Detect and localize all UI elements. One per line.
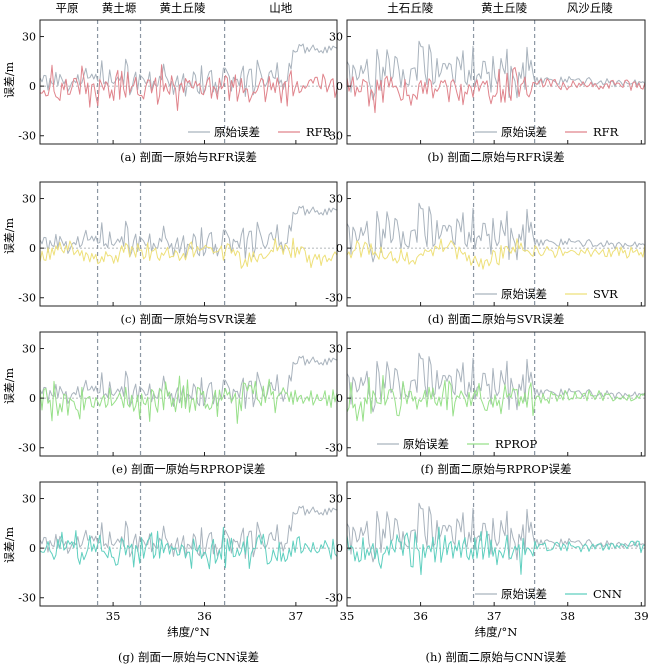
subplot-caption: (a) 剖面一原始与RFR误差 — [120, 150, 257, 164]
x-tick-label: 39 — [634, 609, 649, 623]
y-tick-label: -30 — [325, 292, 343, 305]
chart-panel-e: -30 0 30 (e) 剖面一原始与RPROP误差 — [18, 331, 338, 476]
series-line-original — [346, 502, 646, 563]
chart-panel-g: -30 0 30 35 36 37 纬度/°N (g) 剖面一原始与CNN误差 — [18, 481, 338, 664]
plot-frame — [39, 181, 338, 307]
plot-frame — [346, 181, 646, 307]
y-tick-label: 0 — [29, 542, 36, 555]
y-axis-label: 误差/m — [2, 217, 16, 254]
subplot-caption: (e) 剖面一原始与RPROP误差 — [112, 462, 266, 476]
y-tick-label: 30 — [329, 193, 343, 206]
y-tick-label: 30 — [329, 343, 343, 356]
legend-label: SVR — [593, 287, 618, 301]
plot-frame — [39, 19, 338, 145]
y-tick-label: 30 — [22, 343, 36, 356]
series-line-cnn — [39, 526, 338, 570]
y-tick-label: -30 — [18, 130, 36, 143]
legend-label: 原始误差 — [501, 587, 547, 601]
series-line-original — [346, 352, 646, 413]
x-tick-label: 35 — [340, 609, 355, 623]
y-tick-label: 30 — [329, 31, 343, 44]
chart-panel-a: -30 0 30 原始误差 RFR (a) 剖面一原始与RFR误差 — [18, 19, 338, 164]
y-tick-label: 30 — [22, 31, 36, 44]
legend-label: 原始误差 — [214, 125, 260, 139]
y-tick-label: -30 — [325, 442, 343, 455]
legend-label: 原始误差 — [501, 125, 547, 139]
y-axis-label: 误差/m — [2, 367, 16, 404]
subplot-caption: (h) 剖面二原始与CNN误差 — [426, 650, 567, 664]
series-line-original — [39, 505, 338, 559]
y-tick-label: 0 — [336, 80, 343, 93]
y-tick-label: 0 — [336, 392, 343, 405]
subplot-caption: (f) 剖面二原始与RPROP误差 — [420, 462, 571, 476]
y-tick-label: 0 — [29, 392, 36, 405]
y-tick-label: 30 — [329, 493, 343, 506]
x-tick-label: 38 — [560, 609, 575, 623]
y-tick-label: 0 — [336, 242, 343, 255]
chart-panel-c: -30 0 30 (c) 剖面一原始与SVR误差 — [18, 181, 338, 326]
y-axis-label: 误差/m — [2, 61, 16, 98]
plot-frame — [346, 481, 646, 607]
region-label: 山地 — [269, 1, 292, 15]
series-line-original — [39, 205, 338, 259]
subplot-caption: (b) 剖面二原始与RFR误差 — [427, 150, 564, 164]
legend-label: 原始误差 — [501, 287, 547, 301]
x-tick-label: 37 — [289, 609, 304, 623]
x-tick-label: 37 — [487, 609, 502, 623]
series-line-rfr — [39, 64, 338, 111]
y-axis-label: 误差/m — [2, 526, 16, 563]
series-line-rprop — [39, 375, 338, 424]
region-label: 风沙丘陵 — [567, 1, 613, 15]
region-label: 平原 — [56, 1, 79, 15]
y-tick-label: 0 — [29, 80, 36, 93]
x-tick-label: 36 — [197, 609, 212, 623]
region-label: 黄土丘陵 — [160, 1, 206, 15]
series-line-original — [39, 43, 338, 97]
plot-frame — [346, 331, 646, 457]
y-tick-label: 0 — [29, 242, 36, 255]
x-tick-label: 35 — [106, 609, 121, 623]
legend-label: RPROP — [495, 437, 537, 451]
series-line-svr — [346, 238, 646, 270]
series-line-original — [346, 40, 646, 101]
y-tick-label: -30 — [18, 292, 36, 305]
legend-label: CNN — [593, 587, 622, 601]
chart-panel-h: -30 0 30 35 36 37 38 39 纬度/°N 原始误差 CNN (h) 剖面二原始与CN… — [325, 481, 649, 664]
subplot-caption: (d) 剖面二原始与SVR误差 — [428, 312, 565, 326]
x-axis-label: 纬度/°N — [167, 625, 210, 639]
series-line-cnn — [346, 526, 646, 576]
legend-label: 原始误差 — [403, 437, 449, 451]
y-tick-label: -30 — [325, 130, 343, 143]
legend-label: RFR — [306, 125, 332, 139]
plot-frame — [39, 481, 338, 607]
series-line-original — [346, 202, 646, 263]
x-axis-label: 纬度/°N — [475, 625, 518, 639]
y-tick-label: 30 — [22, 193, 36, 206]
series-line-svr — [39, 237, 338, 269]
y-tick-label: -30 — [18, 592, 36, 605]
region-label: 土石丘陵 — [387, 1, 433, 15]
y-tick-label: 30 — [22, 493, 36, 506]
subplot-caption: (g) 剖面一原始与CNN误差 — [118, 650, 259, 664]
y-tick-label: 0 — [336, 542, 343, 555]
plot-frame — [39, 331, 338, 457]
y-tick-label: -30 — [18, 442, 36, 455]
chart-panel-d: -30 0 30 原始误差 SVR (d) 剖面二原始与SVR误差 — [325, 181, 646, 326]
series-line-rfr — [346, 67, 646, 114]
chart-panel-b: -30 0 30 原始误差 RFR (b) 剖面二原始与RFR误差 — [325, 19, 646, 164]
legend-label: RFR — [593, 125, 619, 139]
x-tick-label: 36 — [413, 609, 428, 623]
region-label: 黄土塬 — [102, 1, 137, 15]
plot-frame — [346, 19, 646, 145]
y-tick-label: -30 — [325, 592, 343, 605]
chart-panel-f: -30 0 30 原始误差 RPROP (f) 剖面二原始与RPROP误差 — [325, 331, 646, 476]
subplot-caption: (c) 剖面一原始与SVR误差 — [121, 312, 257, 326]
series-line-rprop — [346, 375, 646, 422]
region-label: 黄土丘陵 — [481, 1, 527, 15]
